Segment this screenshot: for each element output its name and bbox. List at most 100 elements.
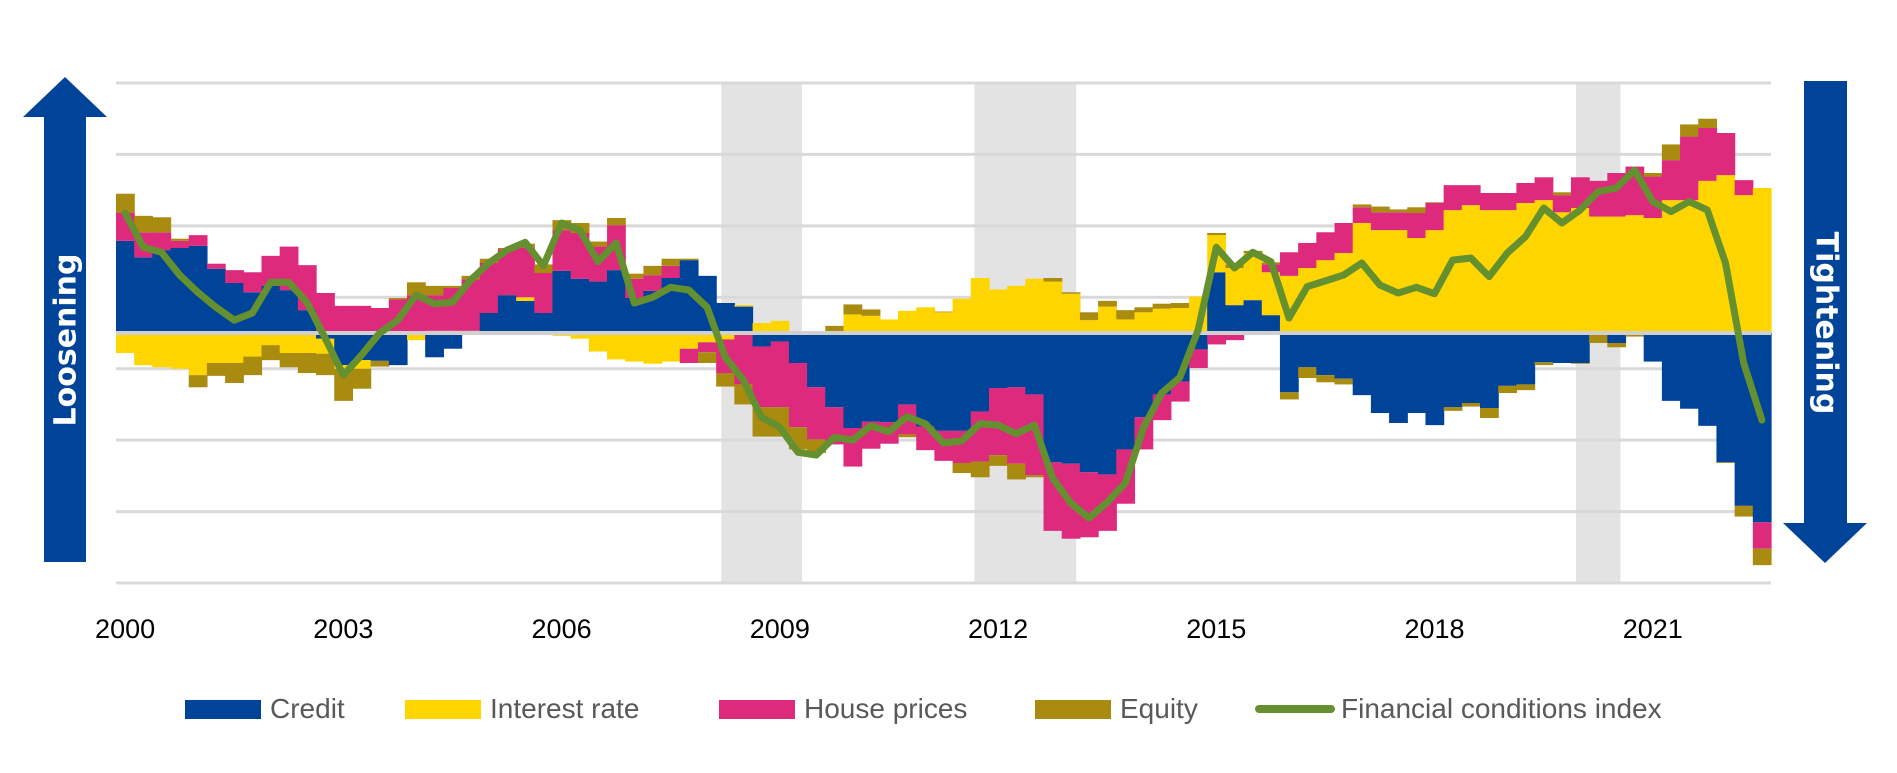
bar-house bbox=[1298, 243, 1317, 268]
bar-credit bbox=[516, 300, 535, 333]
bar-interest bbox=[734, 305, 754, 307]
bar-equity bbox=[716, 373, 735, 387]
legend-line-fci bbox=[1255, 705, 1335, 713]
bar-credit bbox=[552, 270, 572, 333]
bar-credit bbox=[1225, 305, 1245, 333]
bar-house bbox=[1170, 381, 1190, 402]
bar-credit bbox=[479, 313, 499, 333]
bar-house bbox=[534, 273, 554, 313]
bar-credit bbox=[807, 333, 826, 388]
bar-credit bbox=[752, 333, 772, 347]
bar-credit bbox=[898, 333, 917, 405]
bar-house bbox=[697, 342, 717, 353]
bar-equity bbox=[297, 353, 317, 373]
bar-equity bbox=[1079, 312, 1099, 321]
bar-equity bbox=[1025, 475, 1045, 478]
legend-swatch-equity bbox=[1035, 699, 1111, 719]
bar-credit bbox=[843, 333, 863, 428]
bar-credit bbox=[570, 278, 590, 333]
legend-label-fci: Financial conditions index bbox=[1341, 693, 1662, 724]
bar-interest bbox=[516, 297, 535, 301]
bar-interest bbox=[1570, 208, 1590, 333]
bar-interest bbox=[752, 323, 772, 333]
bar-credit bbox=[1334, 333, 1354, 379]
bar-equity bbox=[952, 463, 972, 473]
bar-credit bbox=[225, 283, 244, 333]
bar-equity bbox=[607, 218, 626, 226]
bar-house bbox=[752, 346, 772, 408]
bar-equity bbox=[1607, 343, 1627, 348]
bar-interest bbox=[279, 333, 299, 353]
bar-house bbox=[1534, 177, 1554, 201]
bar-interest bbox=[843, 314, 863, 333]
bar-house bbox=[679, 348, 699, 363]
legend-item-interest-rate: Interest rate bbox=[405, 689, 639, 729]
bar-equity bbox=[1298, 367, 1317, 378]
bar-credit bbox=[788, 333, 808, 363]
bar-equity bbox=[443, 285, 463, 288]
bar-interest bbox=[1352, 223, 1372, 333]
bar-credit bbox=[206, 268, 226, 333]
legend-item-equity: Equity bbox=[1035, 689, 1198, 729]
bar-interest bbox=[1334, 253, 1354, 333]
bar-interest bbox=[898, 310, 917, 333]
legend-item-credit: Credit bbox=[185, 689, 345, 729]
bar-equity bbox=[1098, 300, 1117, 307]
bar-house bbox=[1461, 185, 1481, 206]
bar-interest bbox=[588, 333, 608, 352]
bar-interest bbox=[1680, 200, 1699, 333]
up-arrow-icon bbox=[23, 77, 107, 562]
bar-interest bbox=[225, 333, 244, 363]
bar-interest bbox=[134, 333, 153, 366]
bar-credit bbox=[770, 333, 790, 342]
bar-interest bbox=[261, 333, 281, 346]
bar-credit bbox=[1607, 333, 1627, 343]
bar-credit bbox=[879, 333, 899, 423]
bar-equity bbox=[406, 282, 426, 296]
bar-credit bbox=[1116, 333, 1136, 450]
bar-house bbox=[1516, 183, 1536, 203]
bar-credit bbox=[625, 298, 645, 333]
bar-interest bbox=[152, 333, 172, 368]
bar-interest bbox=[661, 333, 681, 362]
bar-equity bbox=[152, 217, 172, 233]
bar-house bbox=[770, 341, 790, 408]
bar-credit bbox=[952, 333, 972, 431]
bar-equity bbox=[1007, 463, 1026, 480]
bar-equity bbox=[370, 360, 390, 367]
fci-line-group bbox=[121, 166, 1766, 522]
bar-credit bbox=[1516, 333, 1536, 385]
bar-interest bbox=[1443, 210, 1463, 333]
bar-equity bbox=[1370, 206, 1390, 213]
bar-equity bbox=[843, 304, 863, 315]
bar-credit bbox=[1480, 333, 1499, 408]
bar-house bbox=[461, 279, 481, 331]
legend-label-credit: Credit bbox=[270, 693, 345, 724]
bar-equity bbox=[1425, 202, 1445, 203]
bar-equity bbox=[1716, 462, 1736, 463]
bar-credit bbox=[534, 313, 554, 333]
bar-house bbox=[1389, 212, 1408, 231]
loosening-arrow: Loosening bbox=[23, 77, 107, 562]
legend-label-house-prices: House prices bbox=[804, 693, 968, 724]
bar-credit bbox=[988, 333, 1008, 388]
bar-credit bbox=[1043, 333, 1063, 463]
bar-house bbox=[352, 305, 372, 333]
bar-interest bbox=[1498, 210, 1517, 333]
bar-equity bbox=[425, 285, 444, 296]
bar-house bbox=[334, 305, 354, 333]
bar-house bbox=[1425, 203, 1445, 231]
bar-credit bbox=[1698, 333, 1718, 426]
bar-credit bbox=[734, 306, 754, 333]
bar-interest bbox=[697, 333, 717, 343]
bar-house bbox=[1189, 349, 1208, 368]
bar-house bbox=[1079, 472, 1099, 538]
bar-house bbox=[1316, 232, 1336, 261]
bar-credit bbox=[1570, 333, 1590, 363]
bar-interest bbox=[1389, 230, 1408, 333]
legend: Credit Interest rate House prices Equity… bbox=[0, 689, 1897, 729]
bar-credit bbox=[1443, 333, 1463, 408]
bar-credit bbox=[1407, 333, 1427, 413]
x-tick-label: 2015 bbox=[1186, 614, 1246, 644]
bar-interest bbox=[1589, 216, 1608, 333]
